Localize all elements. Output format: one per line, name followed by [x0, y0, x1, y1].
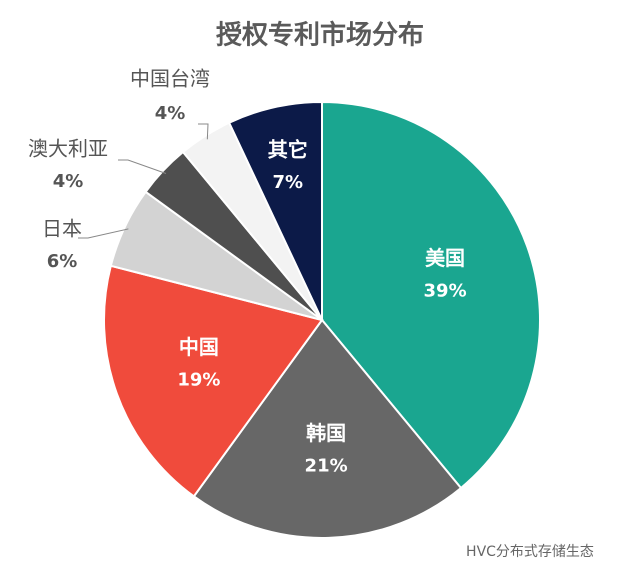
value-label: 7% — [272, 172, 303, 193]
category-label: 中国 — [179, 335, 219, 359]
value-label: 4% — [53, 171, 84, 192]
value-label: 19% — [177, 369, 220, 390]
value-label: 6% — [47, 251, 78, 272]
pie-slice — [227, 100, 323, 321]
watermark: HVC分布式存储生态 — [466, 544, 594, 560]
category-label: 澳大利亚 — [28, 137, 108, 161]
category-label: 韩国 — [306, 421, 346, 445]
value-label: 39% — [424, 281, 467, 302]
leader-line — [198, 123, 209, 140]
pie-slice — [103, 264, 324, 498]
category-label: 中国台湾 — [130, 67, 210, 91]
category-label: 其它 — [268, 137, 308, 161]
pie-slice — [192, 318, 463, 539]
chart-title: 授权专利市场分布 — [216, 20, 424, 51]
value-label: 21% — [305, 456, 348, 477]
value-label: 4% — [155, 103, 186, 124]
pie-slice — [321, 100, 541, 490]
category-label: 美国 — [425, 246, 465, 270]
leader-line — [78, 228, 129, 239]
category-label: 日本 — [42, 217, 82, 241]
leader-line — [118, 159, 167, 174]
